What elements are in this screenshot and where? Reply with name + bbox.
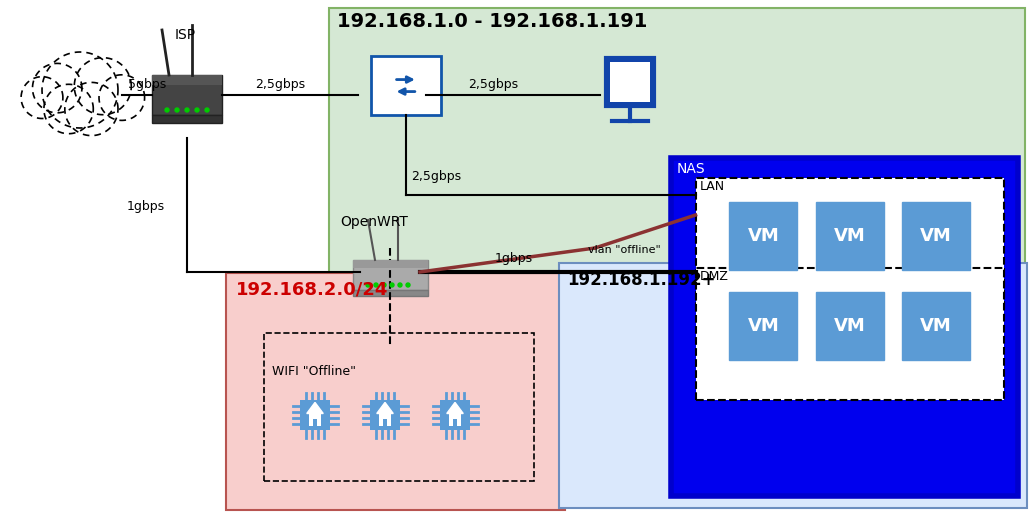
- Text: 2,5gbps: 2,5gbps: [255, 78, 305, 91]
- Bar: [152, 75, 221, 115]
- Bar: [369, 400, 400, 430]
- Bar: [152, 75, 221, 85]
- Text: 2,5gbps: 2,5gbps: [411, 170, 461, 183]
- Bar: [816, 202, 884, 270]
- Text: VM: VM: [747, 227, 779, 245]
- Bar: [440, 400, 470, 430]
- Circle shape: [374, 283, 378, 287]
- Circle shape: [398, 283, 402, 287]
- Bar: [300, 400, 330, 430]
- Circle shape: [99, 75, 145, 120]
- Bar: [264, 333, 534, 481]
- Text: 192.168.1.192+: 192.168.1.192+: [567, 270, 715, 288]
- Text: VM: VM: [834, 227, 865, 245]
- Polygon shape: [377, 402, 393, 414]
- Bar: [309, 414, 321, 425]
- Text: OpenWRT: OpenWRT: [341, 215, 408, 229]
- Bar: [559, 263, 1027, 508]
- Bar: [379, 414, 391, 425]
- Text: 192.168.2.0/24: 192.168.2.0/24: [236, 281, 388, 299]
- Text: DMZ: DMZ: [700, 270, 729, 283]
- Circle shape: [75, 58, 131, 115]
- Bar: [816, 292, 884, 359]
- Text: NAS: NAS: [677, 162, 705, 176]
- Bar: [730, 202, 797, 270]
- Bar: [353, 290, 427, 296]
- Circle shape: [195, 108, 199, 112]
- Bar: [353, 260, 427, 290]
- Circle shape: [65, 82, 118, 135]
- Bar: [730, 292, 797, 359]
- Text: VM: VM: [747, 316, 779, 334]
- Circle shape: [42, 52, 118, 128]
- Text: 2,5gbps: 2,5gbps: [468, 78, 519, 91]
- Bar: [453, 419, 456, 425]
- Polygon shape: [306, 402, 323, 414]
- Bar: [226, 273, 565, 510]
- Bar: [610, 62, 650, 102]
- Circle shape: [165, 108, 169, 112]
- Bar: [696, 268, 1004, 400]
- Circle shape: [390, 283, 394, 287]
- Circle shape: [32, 64, 82, 113]
- Bar: [607, 58, 654, 106]
- Text: VM: VM: [920, 227, 952, 245]
- Circle shape: [406, 283, 410, 287]
- Bar: [152, 115, 221, 123]
- Circle shape: [205, 108, 209, 112]
- Circle shape: [21, 77, 63, 118]
- Circle shape: [185, 108, 189, 112]
- Bar: [671, 158, 1018, 496]
- Text: 1gbps: 1gbps: [127, 200, 165, 213]
- Text: 1gbps: 1gbps: [495, 252, 533, 265]
- Circle shape: [43, 84, 93, 134]
- Bar: [903, 202, 970, 270]
- Text: WIFI "Offline": WIFI "Offline": [272, 365, 356, 378]
- Bar: [903, 292, 970, 359]
- Circle shape: [382, 283, 386, 287]
- Text: VM: VM: [834, 316, 865, 334]
- Text: 5gbps: 5gbps: [128, 78, 167, 91]
- Bar: [696, 178, 1004, 310]
- Bar: [371, 56, 441, 115]
- Bar: [314, 419, 317, 425]
- Text: 192.168.1.0 - 192.168.1.191: 192.168.1.0 - 192.168.1.191: [337, 12, 648, 31]
- Circle shape: [175, 108, 179, 112]
- Text: LAN: LAN: [700, 180, 724, 193]
- Text: ISP: ISP: [175, 28, 196, 42]
- Polygon shape: [447, 402, 464, 414]
- Bar: [449, 414, 461, 425]
- Text: VM: VM: [920, 316, 952, 334]
- Bar: [353, 260, 427, 268]
- Bar: [383, 419, 387, 425]
- Bar: [329, 8, 1025, 286]
- Circle shape: [366, 283, 369, 287]
- Text: vlan "offline": vlan "offline": [588, 245, 660, 255]
